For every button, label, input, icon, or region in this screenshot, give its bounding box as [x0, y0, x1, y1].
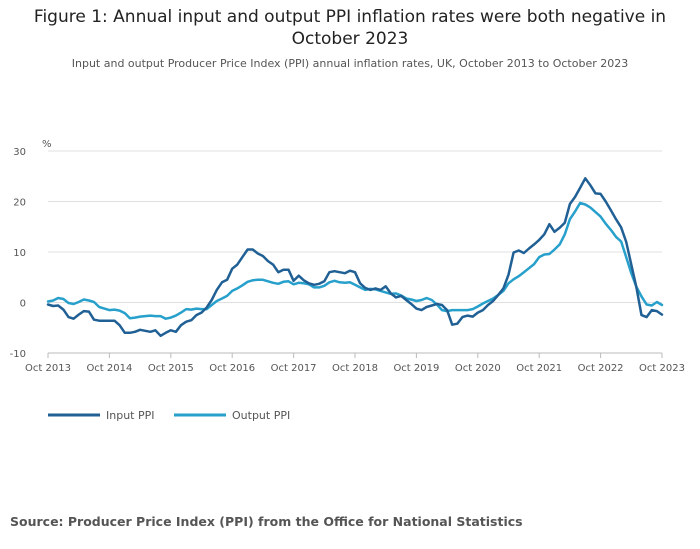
x-tick-label: Oct 2017 [271, 363, 317, 374]
x-tick-label: Oct 2021 [516, 363, 562, 374]
series-lines [46, 177, 664, 338]
y-tick-label: 0 [20, 299, 26, 310]
x-tick-label: Oct 2015 [148, 363, 194, 374]
chart-title: Figure 1: Annual input and output PPI in… [33, 7, 667, 49]
x-tick-label: Oct 2018 [332, 363, 378, 374]
x-tick-label: Oct 2019 [393, 363, 439, 374]
x-tick-label: Oct 2016 [209, 363, 255, 374]
y-tick-label: 10 [13, 248, 26, 259]
x-tick-label: Oct 2023 [639, 363, 685, 374]
legend: Input PPI Output PPI [48, 409, 290, 422]
x-tick-label: Oct 2013 [25, 363, 71, 374]
legend-label: Input PPI [106, 409, 155, 422]
x-tick-label: Oct 2022 [578, 363, 624, 374]
gridlines [48, 150, 662, 354]
y-tick-label: 20 [13, 198, 26, 209]
x-tick-label: Oct 2014 [86, 363, 132, 374]
y-axis-label: % [42, 139, 52, 150]
series-line-input-ppi [46, 177, 664, 338]
x-axis-ticks: Oct 2013 Oct 2014 Oct 2015 Oct 2016 Oct 2017… [25, 353, 685, 374]
chart-subtitle: Input and output Producer Price Index (P… [71, 57, 629, 70]
x-tick-label: Oct 2020 [455, 363, 501, 374]
series-line-output-ppi [46, 201, 664, 320]
y-tick-label: -10 [10, 349, 26, 360]
source-note: Source: Producer Price Index (PPI) from … [10, 514, 523, 529]
y-tick-label: 30 [13, 147, 26, 158]
y-axis-ticks: 30 20 10 0 -10 [10, 147, 26, 360]
legend-label: Output PPI [232, 409, 290, 422]
